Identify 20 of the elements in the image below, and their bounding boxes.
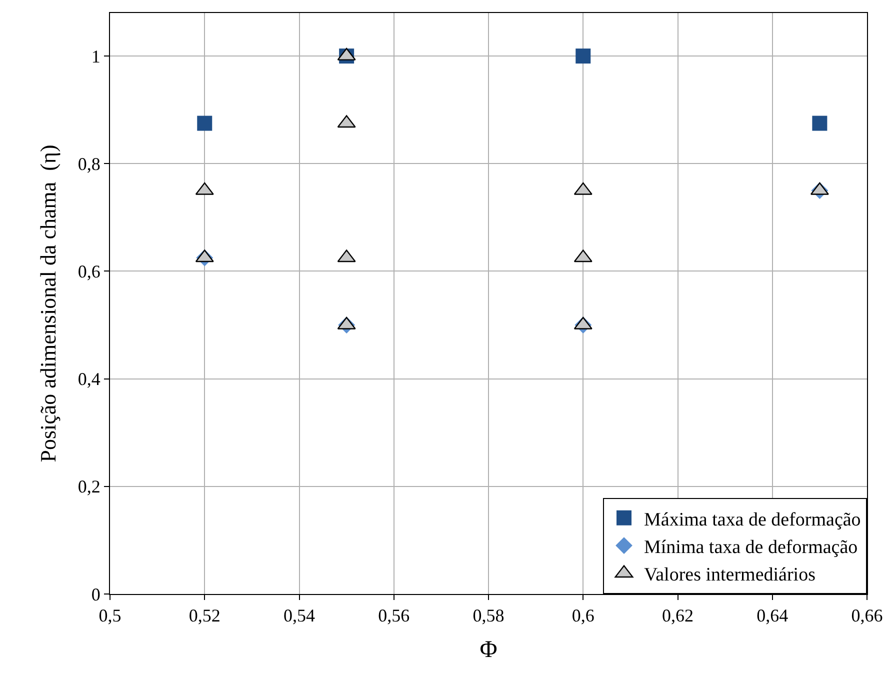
x-tick-label: 0,6 (572, 606, 594, 626)
legend-label: Valores intermediários (644, 564, 816, 586)
y-axis-title: Posição adimensional da chama (η) (36, 144, 61, 462)
y-tick-label: 0,6 (78, 262, 100, 282)
x-tick-label: 0,56 (378, 606, 410, 626)
x-tick-label: 0,66 (851, 606, 883, 626)
x-tick-label: 0,58 (472, 606, 504, 626)
x-tick-label: 0,62 (662, 606, 694, 626)
x-tick-label: 0,54 (284, 606, 315, 626)
y-tick-label: 0,4 (78, 369, 100, 390)
x-tick-label: 0,52 (188, 606, 220, 626)
x-axis-title: Φ (480, 636, 498, 663)
legend-label: Máxima taxa de deformação (644, 509, 861, 530)
y-tick-label: 1 (91, 46, 100, 66)
x-tick-label: 0,64 (756, 606, 788, 626)
y-tick-label: 0,8 (78, 154, 100, 174)
y-tick-label: 0,2 (78, 476, 100, 497)
legend-label: Mínima taxa de deformação (644, 536, 858, 558)
x-tick-label: 0,5 (98, 606, 122, 626)
y-tick-label: 0 (91, 584, 100, 604)
